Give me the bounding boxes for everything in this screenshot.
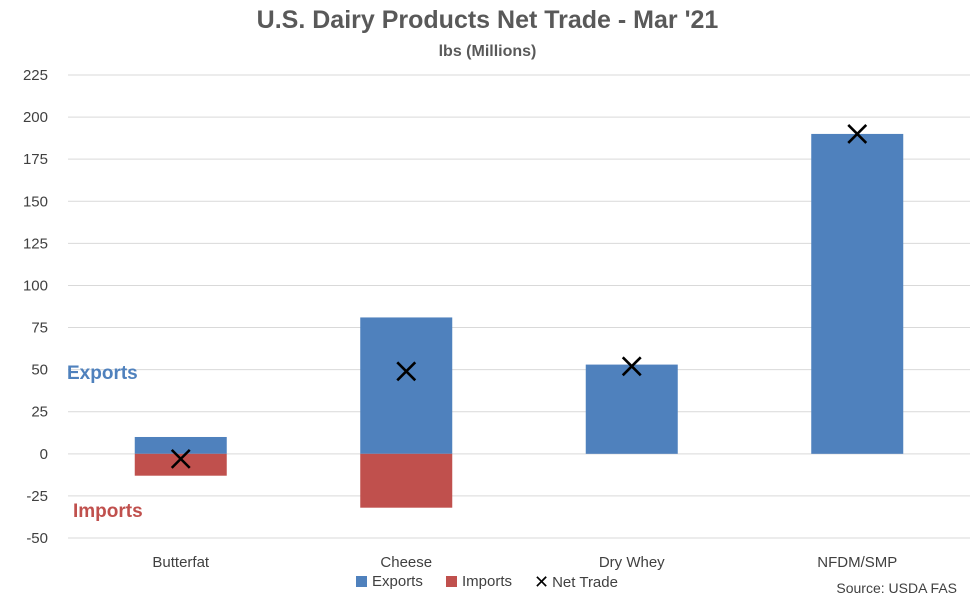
y-tick-label: 225 xyxy=(23,67,48,84)
marker-net-trade xyxy=(621,356,642,377)
legend-label-exports: Exports xyxy=(372,573,423,590)
y-tick-label: 125 xyxy=(23,235,48,252)
marker-net-trade xyxy=(170,448,191,469)
bar-imports xyxy=(134,453,227,476)
y-tick-label: 150 xyxy=(23,193,48,210)
y-tick-label: 100 xyxy=(23,277,48,294)
legend-marker-net-trade: ✕ xyxy=(534,572,550,592)
chart-title: U.S. Dairy Products Net Trade - Mar '21 xyxy=(256,6,719,34)
legend-swatch-imports xyxy=(446,576,457,587)
legend-item-exports: Exports xyxy=(356,573,423,590)
x-tick-label: Cheese xyxy=(380,554,432,571)
marker-net-trade xyxy=(847,124,868,144)
x-tick-label: NFDM/SMP xyxy=(817,554,897,571)
y-tick-label: -25 xyxy=(26,488,48,505)
y-tick-label: -50 xyxy=(26,530,48,547)
legend-item-net-trade: ✕ Net Trade xyxy=(534,573,618,591)
exports-annotation: Exports xyxy=(67,363,138,384)
y-tick-label: 50 xyxy=(31,362,48,379)
y-tick-label: 0 xyxy=(40,446,48,463)
x-tick-label: Butterfat xyxy=(152,554,210,571)
bar-exports xyxy=(360,317,453,454)
legend-label-net-trade: Net Trade xyxy=(552,573,618,591)
bar-exports xyxy=(585,364,678,454)
x-tick-label: Dry Whey xyxy=(599,554,665,571)
bar-exports xyxy=(134,436,227,454)
legend-item-imports: Imports xyxy=(446,573,512,590)
bar-exports xyxy=(811,133,904,454)
legend-label-imports: Imports xyxy=(462,573,513,590)
imports-annotation: Imports xyxy=(73,501,143,522)
legend-swatch-exports xyxy=(356,576,367,587)
y-tick-label: 25 xyxy=(31,404,48,421)
y-tick-label: 200 xyxy=(23,109,48,126)
source-note: Source: USDA FAS xyxy=(836,580,957,596)
marker-net-trade xyxy=(396,361,417,382)
y-tick-label: 175 xyxy=(23,151,48,168)
chart-subtitle: lbs (Millions) xyxy=(438,43,537,60)
y-tick-label: 75 xyxy=(31,320,48,337)
bar-imports xyxy=(360,453,453,508)
